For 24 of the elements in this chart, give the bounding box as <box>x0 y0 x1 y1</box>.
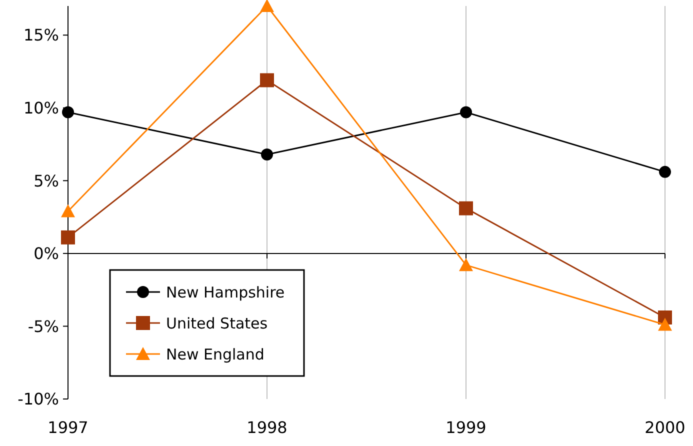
x-tick-label: 1997 <box>48 418 88 437</box>
point <box>260 0 274 12</box>
point <box>62 106 74 118</box>
legend-label: New Hampshire <box>166 283 285 302</box>
y-tick-label: -10% <box>18 390 59 409</box>
y-tick-label: 10% <box>23 98 59 118</box>
point <box>261 148 273 160</box>
y-tick-label: -5% <box>28 316 59 336</box>
point <box>658 318 672 331</box>
point <box>61 230 75 244</box>
y-tick-label: 15% <box>23 26 59 45</box>
y-tick-label: 5% <box>34 171 59 190</box>
x-tick-label: 1998 <box>246 418 288 437</box>
point <box>260 73 274 88</box>
y-tick-label: 0% <box>34 244 59 264</box>
legend-label: United States <box>166 314 268 332</box>
point <box>460 106 472 118</box>
point <box>61 204 75 218</box>
legend-label: New England <box>166 345 264 364</box>
point <box>459 258 473 272</box>
x-tick-label: 1999 <box>446 418 486 437</box>
point <box>459 201 473 216</box>
x-tick-label: 2000 <box>644 418 686 437</box>
point <box>659 166 671 178</box>
